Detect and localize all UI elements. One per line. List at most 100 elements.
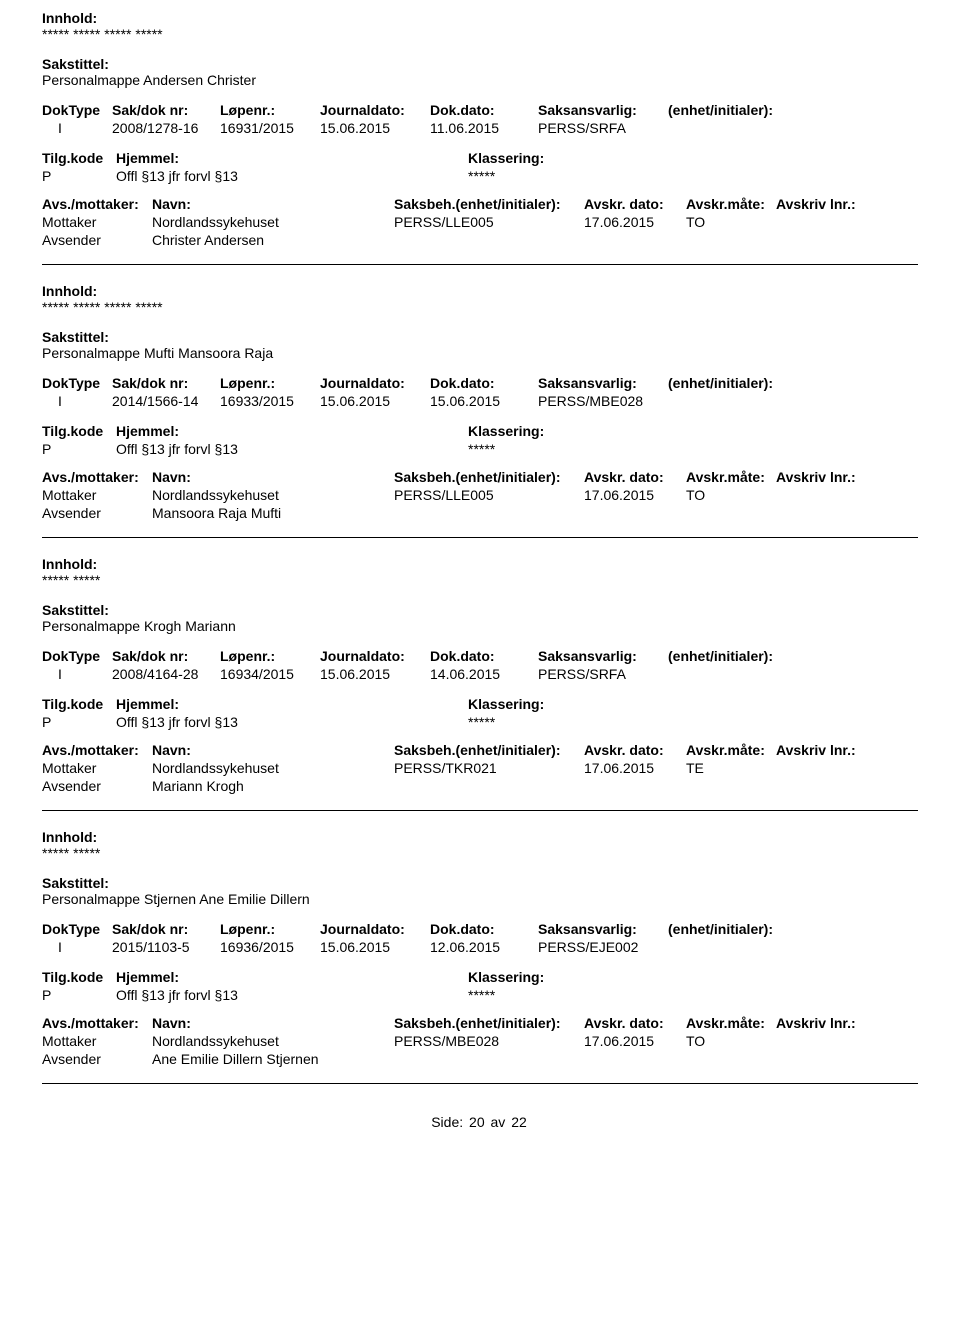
avskrmate-label: Avskr.måte: — [686, 196, 776, 212]
side-label: Side: — [431, 1114, 463, 1130]
hjemmel-label: Hjemmel: — [116, 696, 468, 712]
doktype-label: DokType — [42, 102, 112, 118]
enhet-label: (enhet/initialer): — [668, 921, 918, 937]
journaldato-label: Journaldato: — [320, 375, 430, 391]
sakstittel-label: Sakstittel: — [42, 875, 918, 891]
klassering-label: Klassering: — [468, 423, 918, 439]
mottaker-navn: Nordlandssykehuset — [152, 487, 394, 503]
journaldato-value: 15.06.2015 — [320, 120, 430, 136]
navn-label: Navn: — [152, 1015, 394, 1031]
mottaker-label: Mottaker — [42, 487, 152, 503]
saksbeh-label: Saksbeh.(enhet/initialer): — [394, 742, 584, 758]
doktype-value: I — [42, 393, 112, 409]
mottaker-label: Mottaker — [42, 214, 152, 230]
avskrdato-value: 17.06.2015 — [584, 760, 686, 776]
doktype-value: I — [42, 666, 112, 682]
saksbeh-value: PERSS/LLE005 — [394, 487, 584, 503]
saksansvarlig-label: Saksansvarlig: — [538, 921, 668, 937]
tilgkode-label: Tilg.kode — [42, 150, 116, 166]
tilgkode-label: Tilg.kode — [42, 969, 116, 985]
sakstittel-value: Personalmappe Mufti Mansoora Raja — [42, 345, 918, 361]
journaldato-label: Journaldato: — [320, 921, 430, 937]
innhold-value: ***** ***** — [42, 845, 918, 861]
page-current: 20 — [469, 1114, 485, 1130]
lopenr-value: 16931/2015 — [220, 120, 320, 136]
saksansvarlig-label: Saksansvarlig: — [538, 375, 668, 391]
hjemmel-value: Offl §13 jfr forvl §13 — [116, 714, 468, 730]
journaldato-label: Journaldato: — [320, 648, 430, 664]
hjemmel-label: Hjemmel: — [116, 150, 468, 166]
avskrivlnr-label: Avskriv lnr.: — [776, 742, 918, 758]
doktype-label: DokType — [42, 921, 112, 937]
lopenr-label: Løpenr.: — [220, 102, 320, 118]
dokdato-value: 11.06.2015 — [430, 120, 538, 136]
entry-divider — [42, 264, 918, 265]
page-footer: Side: 20 av 22 — [42, 1114, 918, 1130]
journal-entry: Innhold: ***** ***** ***** ***** Sakstit… — [42, 283, 918, 529]
journaldato-value: 15.06.2015 — [320, 666, 430, 682]
saksansvarlig-value: PERSS/EJE002 — [538, 939, 668, 955]
hjemmel-value: Offl §13 jfr forvl §13 — [116, 987, 468, 1003]
innhold-label: Innhold: — [42, 283, 918, 299]
klassering-label: Klassering: — [468, 696, 918, 712]
klassering-value: ***** — [468, 714, 918, 730]
enhet-label: (enhet/initialer): — [668, 102, 918, 118]
journal-entry: Innhold: ***** ***** Sakstittel: Persona… — [42, 556, 918, 802]
avskrdato-value: 17.06.2015 — [584, 1033, 686, 1049]
avsender-label: Avsender — [42, 778, 152, 794]
enhet-label: (enhet/initialer): — [668, 648, 918, 664]
dokdato-value: 14.06.2015 — [430, 666, 538, 682]
sakstittel-value: Personalmappe Stjernen Ane Emilie Diller… — [42, 891, 918, 907]
tilgkode-label: Tilg.kode — [42, 423, 116, 439]
mottaker-label: Mottaker — [42, 760, 152, 776]
saksansvarlig-label: Saksansvarlig: — [538, 102, 668, 118]
klassering-label: Klassering: — [468, 969, 918, 985]
lopenr-label: Løpenr.: — [220, 921, 320, 937]
dokdato-value: 12.06.2015 — [430, 939, 538, 955]
innhold-value: ***** ***** ***** ***** — [42, 26, 918, 42]
avsender-navn: Ane Emilie Dillern Stjernen — [152, 1051, 918, 1067]
sakdok-label: Sak/dok nr: — [112, 648, 220, 664]
tilgkode-value: P — [42, 714, 116, 730]
tilgkode-value: P — [42, 168, 116, 184]
innhold-label: Innhold: — [42, 10, 918, 26]
avsender-label: Avsender — [42, 505, 152, 521]
saksbeh-label: Saksbeh.(enhet/initialer): — [394, 196, 584, 212]
innhold-value: ***** ***** ***** ***** — [42, 299, 918, 315]
lopenr-value: 16936/2015 — [220, 939, 320, 955]
hjemmel-label: Hjemmel: — [116, 423, 468, 439]
sakdok-label: Sak/dok nr: — [112, 102, 220, 118]
tilgkode-label: Tilg.kode — [42, 696, 116, 712]
entry-divider — [42, 1083, 918, 1084]
avskrmate-label: Avskr.måte: — [686, 742, 776, 758]
journaldato-label: Journaldato: — [320, 102, 430, 118]
saksansvarlig-value: PERSS/MBE028 — [538, 393, 668, 409]
navn-label: Navn: — [152, 196, 394, 212]
navn-label: Navn: — [152, 469, 394, 485]
avsender-label: Avsender — [42, 232, 152, 248]
innhold-label: Innhold: — [42, 556, 918, 572]
mottaker-navn: Nordlandssykehuset — [152, 1033, 394, 1049]
journal-entry: Innhold: ***** ***** ***** ***** Sakstit… — [42, 10, 918, 256]
mottaker-navn: Nordlandssykehuset — [152, 760, 394, 776]
mottaker-navn: Nordlandssykehuset — [152, 214, 394, 230]
klassering-label: Klassering: — [468, 150, 918, 166]
avskrivlnr-label: Avskriv lnr.: — [776, 469, 918, 485]
sakdok-label: Sak/dok nr: — [112, 375, 220, 391]
avsender-navn: Mariann Krogh — [152, 778, 918, 794]
doktype-value: I — [42, 120, 112, 136]
journaldato-value: 15.06.2015 — [320, 393, 430, 409]
saksbeh-value: PERSS/MBE028 — [394, 1033, 584, 1049]
sakstittel-value: Personalmappe Andersen Christer — [42, 72, 918, 88]
avskrdato-label: Avskr. dato: — [584, 196, 686, 212]
journal-entry: Innhold: ***** ***** Sakstittel: Persona… — [42, 829, 918, 1075]
sakdok-label: Sak/dok nr: — [112, 921, 220, 937]
entry-divider — [42, 537, 918, 538]
sakstittel-label: Sakstittel: — [42, 602, 918, 618]
avsender-navn: Mansoora Raja Mufti — [152, 505, 918, 521]
avskrivlnr-label: Avskriv lnr.: — [776, 196, 918, 212]
lopenr-value: 16933/2015 — [220, 393, 320, 409]
avskrmate-value: TO — [686, 1033, 776, 1049]
klassering-value: ***** — [468, 987, 918, 1003]
innhold-label: Innhold: — [42, 829, 918, 845]
